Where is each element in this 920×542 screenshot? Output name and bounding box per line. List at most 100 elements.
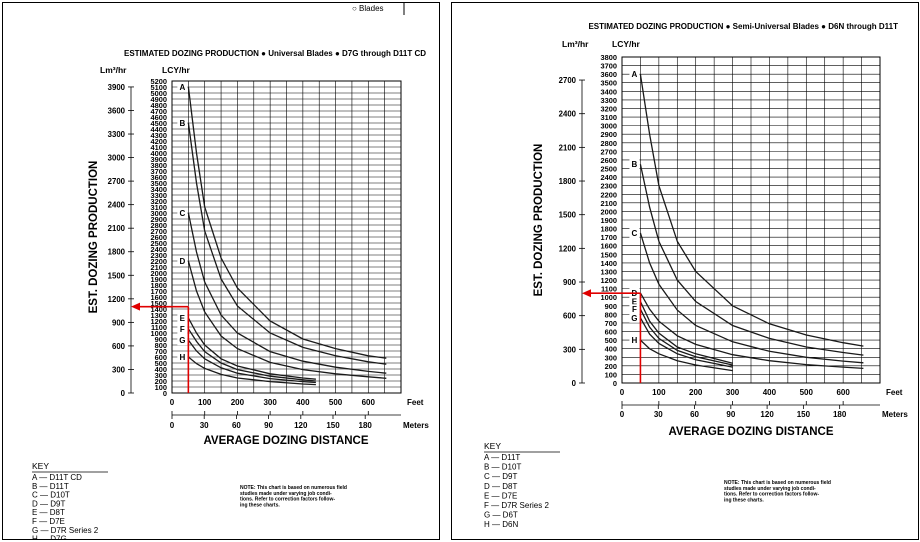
series-label-bg: [177, 352, 188, 362]
y-tick-label-lm3: 3300: [108, 130, 126, 139]
example-arrow-head: [131, 302, 140, 311]
y-tick-label-lcy: 4700: [151, 107, 167, 116]
y-tick-label-lcy: 1200: [151, 317, 167, 326]
series-label-bg: [177, 82, 188, 92]
y-tick-label-lcy: 4500: [151, 119, 167, 128]
y-tick-label-lcy: 3400: [151, 185, 167, 194]
y-tick-label-lcy: 1500: [151, 299, 167, 308]
y-tick-label-lm3: 2400: [559, 110, 577, 119]
key-entry: H — D6N: [484, 520, 518, 529]
y-tick-label-lcy: 1900: [151, 275, 167, 284]
series-label: F: [632, 305, 637, 314]
y-tick-label-lm3: 1500: [108, 271, 126, 280]
y-tick-label-lcy: 1700: [151, 287, 167, 296]
series-label-bg: [177, 335, 188, 346]
x-tick-label-feet: 500: [800, 388, 814, 397]
y-tick-label-lcy: 4100: [151, 143, 167, 152]
y-tick-label-lcy: 3800: [151, 161, 167, 170]
y-tick-label-lcy: 1600: [601, 242, 617, 251]
y-tick-label-lm3: 0: [572, 379, 577, 388]
x-tick-label-meters: 60: [690, 410, 699, 419]
x-unit-feet: Feet: [407, 398, 424, 407]
y-tick-label-lcy: 3500: [151, 179, 167, 188]
y-tick-label-lm3: 900: [563, 278, 577, 287]
x-tick-label-meters: 150: [326, 421, 340, 430]
chart-semi-universal-blades: ESTIMATED DOZING PRODUCTION ● Semi-Unive…: [484, 22, 908, 529]
note-line: studies made under varying job condi-: [240, 491, 332, 497]
series-line-f: [639, 308, 733, 366]
series-line-d: [639, 292, 864, 370]
series-label: B: [632, 160, 638, 169]
series-label: B: [179, 119, 185, 128]
y-tick-label-lcy: 1000: [151, 329, 167, 338]
series-line-e: [187, 317, 316, 380]
y-tick-label-lm3: 1200: [559, 244, 577, 253]
series-label-bg: [629, 304, 640, 315]
series-label: C: [179, 209, 185, 218]
series-label: F: [180, 325, 185, 334]
x-tick-label-feet: 600: [836, 388, 850, 397]
note-line: studies made under varying job condi-: [724, 486, 816, 492]
y-tick-label-lcy: 3500: [601, 79, 617, 88]
y-tick-label-lcy: 900: [155, 335, 167, 344]
y-tick-label-lcy: 2200: [151, 257, 167, 266]
key-entry: D — D9T: [32, 499, 65, 508]
key-entry: C — D10T: [32, 491, 70, 500]
series-line-a: [187, 86, 387, 359]
series-line-d: [187, 260, 387, 379]
chart-panel-universal-blades: ESTIMATED DOZING PRODUCTION ● Universal …: [2, 2, 440, 540]
y-tick-label-lcy: 3600: [601, 70, 617, 79]
x-unit-feet: Feet: [886, 388, 903, 397]
series-label: H: [179, 353, 185, 362]
series-label-bg: [629, 227, 640, 238]
x-tick-label-meters: 180: [833, 410, 847, 419]
x-tick-label-meters: 60: [232, 421, 241, 430]
x-tick-label-feet: 300: [726, 388, 740, 397]
y-tick-label-lcy: 2100: [601, 199, 617, 208]
x-tick-label-feet: 600: [362, 398, 376, 407]
plot-frame: [171, 80, 402, 394]
series-label: C: [632, 229, 638, 238]
x-tick-label-meters: 90: [726, 410, 735, 419]
x-axis-title: AVERAGE DOZING DISTANCE: [203, 435, 368, 447]
y-tick-label-lcy: 2500: [151, 239, 167, 248]
y-tick-label-lcy: 3800: [601, 53, 617, 62]
y-tick-label-lcy: 3000: [601, 122, 617, 131]
y-tick-label-lcy: 2800: [151, 221, 167, 230]
note-line: tions. Refer to correction factors follo…: [724, 492, 819, 498]
y-tick-label-lcy: 0: [613, 379, 617, 388]
x-tick-label-feet: 300: [263, 398, 277, 407]
y-tick-label-lcy: 300: [155, 371, 167, 380]
y-unit-lcy: LCY/hr: [612, 39, 641, 49]
y-tick-label-lcy: 1100: [151, 323, 167, 332]
key-entry: D — D8T: [484, 482, 517, 491]
series-label: G: [631, 314, 637, 323]
x-tick-label-feet: 400: [296, 398, 310, 407]
y-tick-label-lm3: 300: [112, 365, 126, 374]
x-tick-label-feet: 200: [689, 388, 703, 397]
y-unit-lm3: Lm³/hr: [562, 39, 589, 49]
y-tick-label-lcy: 700: [155, 347, 167, 356]
y-tick-label-lcy: 200: [605, 362, 617, 371]
y-tick-label-lm3: 3600: [108, 106, 126, 115]
series-label: A: [179, 83, 185, 92]
x-tick-label-meters: 30: [654, 410, 663, 419]
y-tick-label-lm3: 0: [121, 389, 126, 398]
note-line: NOTE: This chart is based on numerous fi…: [240, 485, 347, 491]
y-tick-label-lcy: 2700: [601, 147, 617, 156]
y-tick-label-lcy: 3700: [601, 62, 617, 71]
x-tick-label-feet: 200: [231, 398, 245, 407]
x-tick-label-meters: 180: [359, 421, 373, 430]
key-entry: E — D7E: [484, 491, 517, 500]
x-tick-label-meters: 0: [620, 410, 625, 419]
top-cropped-text: ○ Blades: [352, 4, 384, 13]
y-tick-label-lcy: 3300: [151, 191, 167, 200]
key-entry: A — D11T CD: [32, 473, 82, 482]
y-tick-label-lm3: 1500: [559, 211, 577, 220]
y-tick-label-lcy: 1600: [151, 293, 167, 302]
y-tick-label-lcy: 500: [155, 359, 167, 368]
y-tick-label-lcy: 800: [155, 341, 167, 350]
y-axis-title: EST. DOZING PRODUCTION: [88, 161, 100, 314]
y-tick-label-lcy: 3400: [601, 87, 617, 96]
chart-title: ESTIMATED DOZING PRODUCTION ● Semi-Unive…: [588, 22, 898, 31]
